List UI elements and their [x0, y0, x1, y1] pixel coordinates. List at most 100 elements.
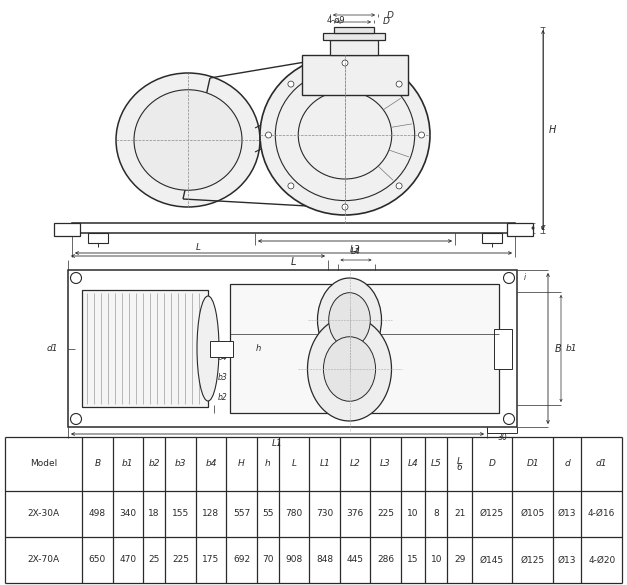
Circle shape: [503, 273, 515, 284]
Text: 128: 128: [203, 509, 219, 518]
Circle shape: [396, 183, 402, 189]
Text: 4-ø9: 4-ø9: [327, 15, 345, 25]
Text: 286: 286: [377, 555, 394, 565]
Text: 55: 55: [262, 509, 273, 518]
Text: L2: L2: [350, 459, 361, 468]
Bar: [230, 284, 499, 413]
Ellipse shape: [116, 73, 260, 207]
Text: D: D: [387, 11, 393, 19]
Text: 376: 376: [347, 509, 364, 518]
Bar: [302, 55, 408, 95]
Text: 498: 498: [89, 509, 106, 518]
Text: 175: 175: [203, 555, 219, 565]
Text: B: B: [94, 459, 100, 468]
Text: L4: L4: [408, 459, 418, 468]
Bar: [72, 223, 515, 233]
Text: Ø105: Ø105: [520, 509, 545, 518]
Text: D: D: [382, 18, 389, 26]
Circle shape: [70, 273, 82, 284]
Text: h: h: [255, 344, 261, 353]
Ellipse shape: [317, 278, 381, 362]
Circle shape: [70, 414, 82, 425]
Bar: [210, 340, 233, 356]
Circle shape: [342, 204, 348, 210]
Bar: [507, 223, 533, 236]
Circle shape: [265, 132, 271, 138]
Text: i: i: [524, 274, 526, 283]
Bar: [494, 329, 512, 369]
Text: L: L: [292, 459, 297, 468]
Text: 692: 692: [233, 555, 250, 565]
Text: 155: 155: [172, 509, 189, 518]
Text: 4-Ø16: 4-Ø16: [588, 509, 615, 518]
Text: 10: 10: [431, 555, 442, 565]
Bar: [334, 27, 374, 33]
Text: b2: b2: [218, 393, 228, 401]
Text: 730: 730: [316, 509, 334, 518]
Text: 10: 10: [407, 509, 419, 518]
Text: 225: 225: [172, 555, 189, 565]
Bar: [482, 233, 502, 243]
Text: 21: 21: [454, 509, 465, 518]
Text: L3: L3: [380, 459, 391, 468]
Text: L: L: [196, 243, 201, 253]
Text: b1: b1: [122, 459, 134, 468]
Bar: [330, 40, 378, 55]
Bar: [54, 223, 80, 236]
Text: 445: 445: [347, 555, 364, 565]
Text: b4: b4: [218, 353, 228, 362]
Text: h: h: [265, 459, 271, 468]
Text: 908: 908: [285, 555, 303, 565]
Text: L1: L1: [272, 439, 283, 449]
Ellipse shape: [275, 70, 414, 201]
Text: b3: b3: [175, 459, 186, 468]
Ellipse shape: [134, 90, 242, 190]
Text: 15: 15: [407, 555, 419, 565]
Text: 780: 780: [285, 509, 303, 518]
Text: L1: L1: [319, 459, 330, 468]
Text: 70: 70: [262, 555, 273, 565]
Text: b4: b4: [205, 459, 217, 468]
Text: 18: 18: [149, 509, 160, 518]
Text: 29: 29: [454, 555, 465, 565]
Text: b3: b3: [218, 373, 228, 381]
Circle shape: [288, 81, 294, 87]
Text: 6: 6: [456, 463, 463, 472]
Text: 848: 848: [316, 555, 333, 565]
Text: c: c: [540, 223, 545, 232]
Text: D1: D1: [527, 459, 539, 468]
Text: 2X-30A: 2X-30A: [28, 509, 60, 518]
Ellipse shape: [307, 317, 391, 421]
Text: D: D: [488, 459, 495, 468]
Ellipse shape: [260, 55, 430, 215]
Text: d1: d1: [596, 459, 608, 468]
Text: 8: 8: [433, 509, 439, 518]
Text: 25: 25: [149, 555, 160, 565]
Ellipse shape: [197, 296, 219, 401]
Text: H: H: [238, 459, 245, 468]
Text: Ø145: Ø145: [480, 555, 504, 565]
Bar: [88, 233, 108, 243]
Text: L4: L4: [351, 247, 361, 256]
Ellipse shape: [298, 91, 392, 179]
Text: 470: 470: [119, 555, 136, 565]
Text: b1: b1: [566, 344, 577, 353]
Ellipse shape: [324, 337, 376, 401]
Text: 4-Ø20: 4-Ø20: [588, 555, 615, 565]
Text: B: B: [555, 343, 561, 353]
Text: L: L: [457, 457, 462, 466]
Text: b2: b2: [149, 459, 160, 468]
Text: L: L: [291, 257, 296, 267]
Circle shape: [418, 132, 424, 138]
Text: 340: 340: [119, 509, 136, 518]
Text: Ø125: Ø125: [520, 555, 545, 565]
Bar: [82, 290, 208, 407]
Bar: [323, 33, 385, 40]
Ellipse shape: [329, 292, 371, 347]
Circle shape: [288, 183, 294, 189]
Text: 225: 225: [377, 509, 394, 518]
Text: 2X-70A: 2X-70A: [28, 555, 60, 565]
Text: d1: d1: [46, 344, 58, 353]
Circle shape: [396, 81, 402, 87]
Text: 30: 30: [497, 432, 507, 442]
